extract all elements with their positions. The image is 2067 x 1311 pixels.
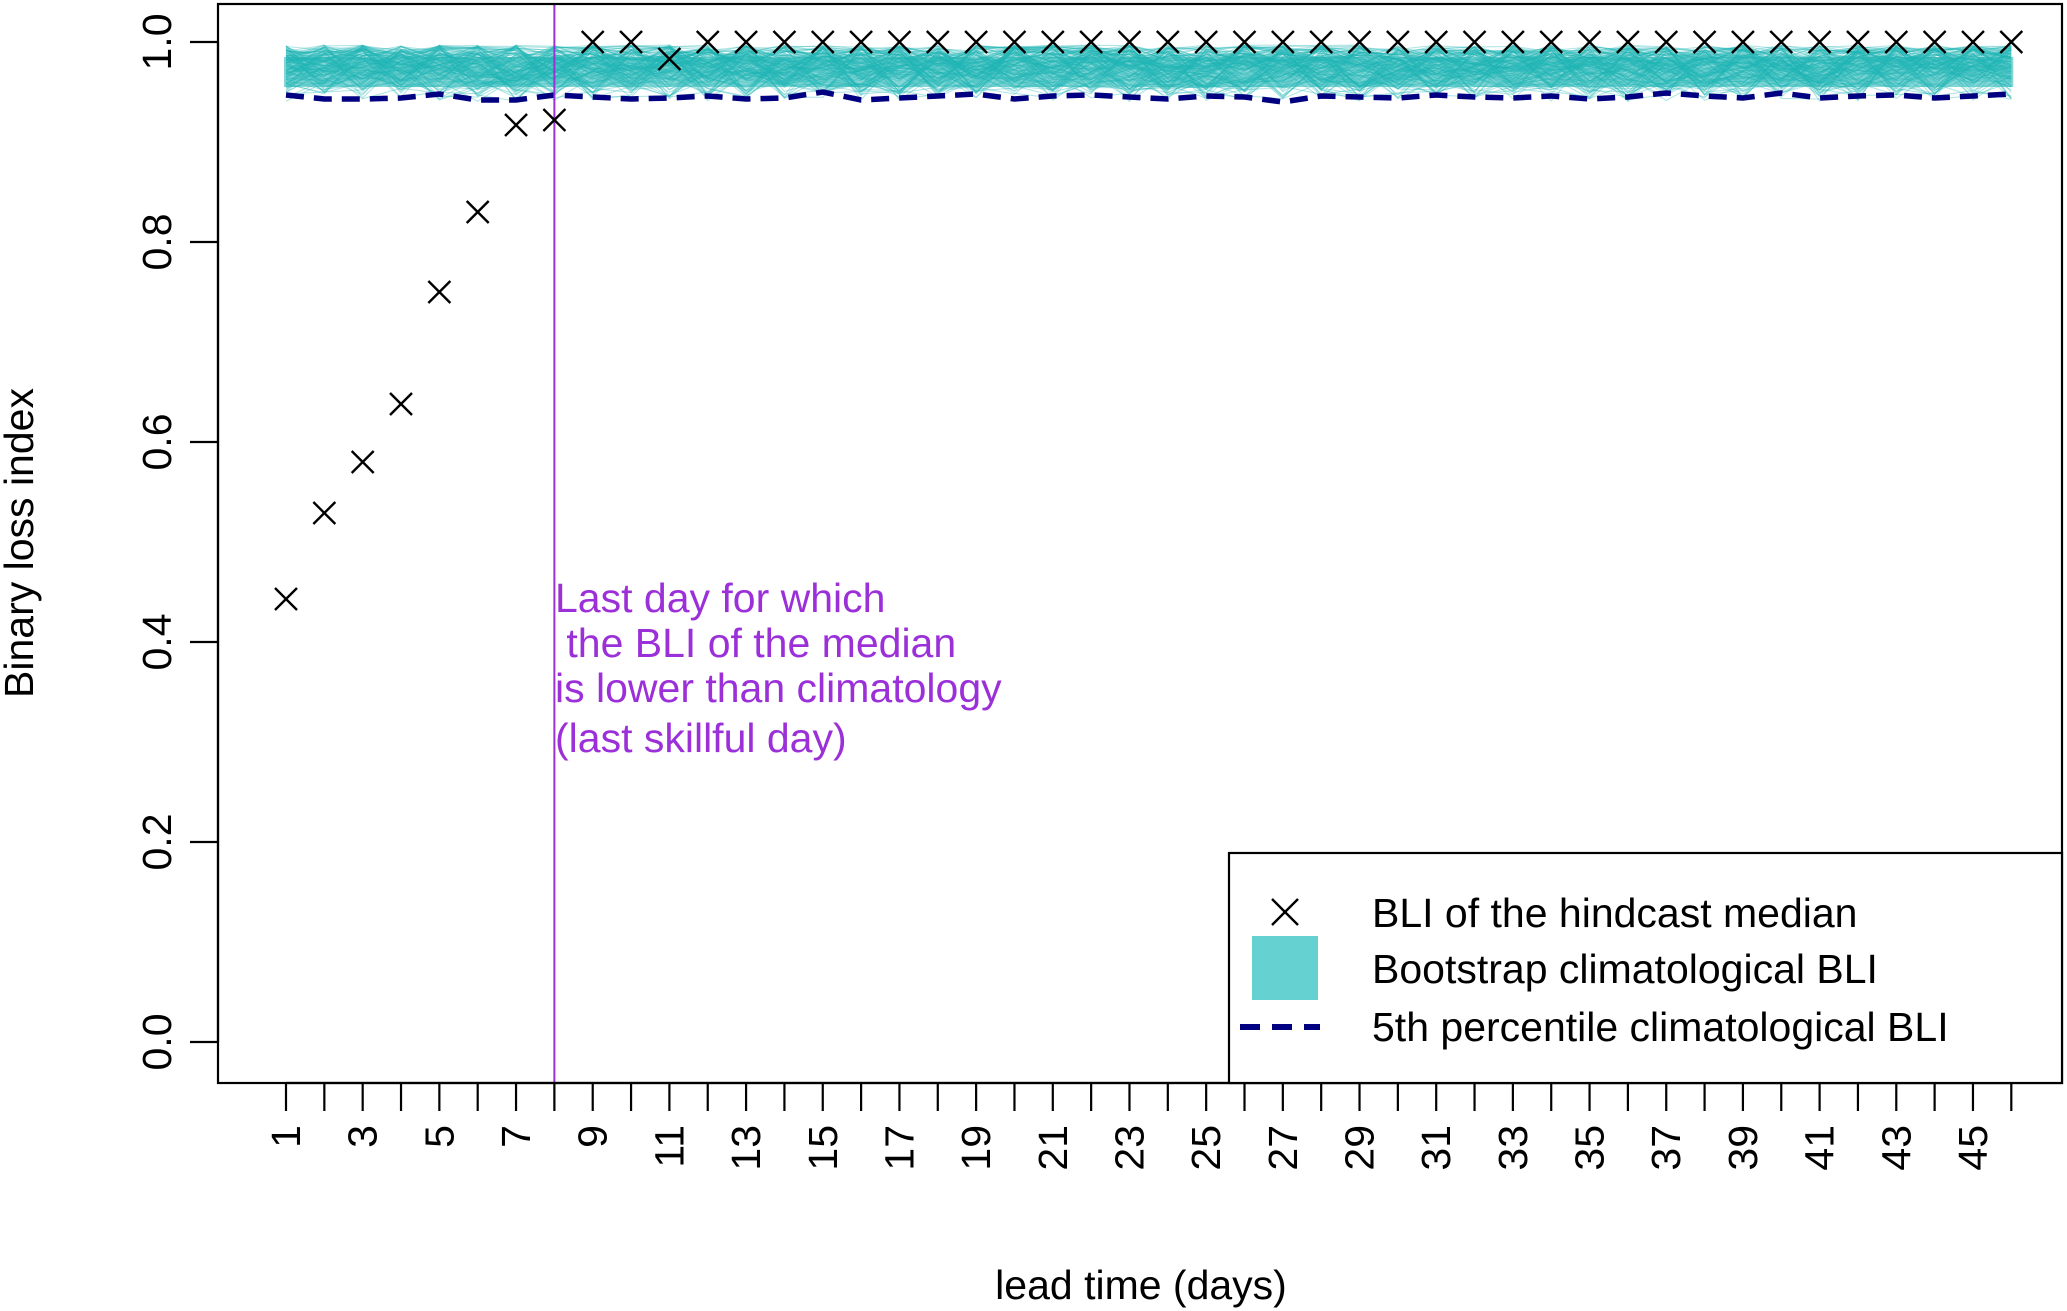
x-tick-label: 33 <box>1490 1125 1536 1171</box>
median-marker <box>695 30 720 54</box>
bootstrap-band-layer <box>284 44 2014 103</box>
median-marker <box>1232 30 1257 54</box>
median-marker <box>810 30 835 54</box>
median-marker <box>1692 30 1717 54</box>
x-tick-label: 41 <box>1797 1125 1843 1171</box>
y-axis: 0.0 0.2 0.4 0.6 0.8 1.0 <box>134 14 220 1071</box>
median-marker <box>1539 30 1564 54</box>
median-marker <box>1999 30 2024 54</box>
annotation-line-1: Last day for which <box>555 575 885 621</box>
median-marker <box>1117 30 1142 54</box>
x-tick-label: 5 <box>416 1125 462 1148</box>
x-tick-label: 23 <box>1106 1125 1152 1171</box>
median-marker <box>1155 30 1180 54</box>
median-marker <box>580 30 605 54</box>
x-tick-label: 1 <box>263 1125 309 1148</box>
annotation-line-2: the BLI of the median <box>555 620 956 666</box>
y-tick-label: 1.0 <box>134 14 180 71</box>
hindcast-median-markers <box>274 30 2024 611</box>
median-marker <box>465 200 490 224</box>
median-marker <box>1424 30 1449 54</box>
x-tick-label: 29 <box>1337 1125 1383 1171</box>
x-tick-label: 13 <box>723 1125 769 1171</box>
x-tick-label: 43 <box>1873 1125 1919 1171</box>
legend-box <box>1227 851 2064 1085</box>
median-marker <box>312 501 337 525</box>
x-tick-label: 11 <box>646 1125 692 1168</box>
median-marker <box>1501 30 1525 54</box>
median-marker <box>1347 30 1372 54</box>
median-marker <box>1079 30 1103 54</box>
percentile-line <box>285 89 2012 105</box>
x-tick-label: 19 <box>953 1125 999 1171</box>
x-tick-label: 39 <box>1720 1125 1766 1171</box>
median-marker <box>849 30 873 54</box>
x-tick-label: 45 <box>1950 1125 1996 1171</box>
median-marker <box>1194 30 1219 54</box>
median-marker <box>1462 30 1487 54</box>
x-tick-label: 15 <box>800 1125 846 1171</box>
legend-swatch-band <box>1252 936 1318 1000</box>
y-tick-label: 0.8 <box>134 214 180 271</box>
x-tick-label: 35 <box>1567 1125 1613 1171</box>
legend-label-band: Bootstrap climatological BLI <box>1372 946 1878 992</box>
median-marker <box>1922 30 1947 54</box>
y-axis-label: Binary loss index <box>0 388 42 698</box>
y-tick-label: 0.0 <box>134 1014 180 1071</box>
y-tick-label: 0.4 <box>134 614 180 671</box>
y-tick-label: 0.2 <box>134 814 180 871</box>
median-marker <box>1616 30 1640 54</box>
median-marker <box>887 30 912 54</box>
x-tick-label: 27 <box>1260 1125 1306 1171</box>
median-marker <box>504 113 528 137</box>
median-marker <box>657 47 682 71</box>
legend: BLI of the hindcast median Bootstrap cli… <box>1227 851 2064 1085</box>
percentile-line-layer <box>285 89 2012 105</box>
median-marker <box>350 450 375 474</box>
median-marker <box>1884 30 1909 54</box>
x-axis: 1 3 5 7 9 11 13 15 17 19 21 23 25 27 29 31 33 35 37 39 41 43 4… <box>263 1081 2013 1171</box>
annotation-line-4: (last skillful day) <box>555 715 847 761</box>
x-tick-label: 3 <box>340 1125 386 1148</box>
x-tick-label: 9 <box>570 1125 616 1148</box>
bootstrap-band-core <box>284 57 2014 87</box>
x-tick-label: 37 <box>1643 1125 1689 1171</box>
x-tick-label: 17 <box>876 1125 922 1171</box>
median-marker <box>542 108 567 132</box>
x-axis-label: lead time (days) <box>995 1262 1287 1308</box>
median-marker <box>389 392 413 416</box>
median-marker <box>1309 30 1334 54</box>
median-marker <box>1807 30 1832 54</box>
median-marker <box>1961 30 1985 54</box>
median-marker <box>925 30 950 54</box>
annotation-line-3: is lower than climatology <box>555 665 1002 711</box>
median-marker <box>1040 30 1065 54</box>
legend-marker-x <box>1271 898 1299 926</box>
x-tick-label: 21 <box>1030 1125 1076 1171</box>
median-marker <box>1577 30 1602 54</box>
legend-label-percentile: 5th percentile climatological BLI <box>1372 1004 1949 1050</box>
median-marker <box>1846 30 1870 54</box>
median-marker <box>1731 30 1755 54</box>
median-marker <box>1002 30 1027 54</box>
median-marker <box>619 30 643 54</box>
median-marker <box>964 30 988 54</box>
x-tick-label: 31 <box>1413 1125 1459 1171</box>
legend-label-median: BLI of the hindcast median <box>1372 890 1857 936</box>
median-marker <box>734 30 758 54</box>
x-tick-label: 25 <box>1183 1125 1229 1171</box>
median-marker <box>1270 30 1295 54</box>
y-tick-label: 0.6 <box>134 414 180 471</box>
median-marker <box>427 280 452 304</box>
median-marker <box>1769 30 1794 54</box>
median-marker <box>772 30 797 54</box>
x-tick-label: 7 <box>493 1125 539 1148</box>
median-marker <box>1386 30 1410 54</box>
median-marker <box>1654 30 1679 54</box>
median-marker <box>274 587 298 611</box>
annotation: Last day for which the BLI of the median… <box>555 575 1002 761</box>
